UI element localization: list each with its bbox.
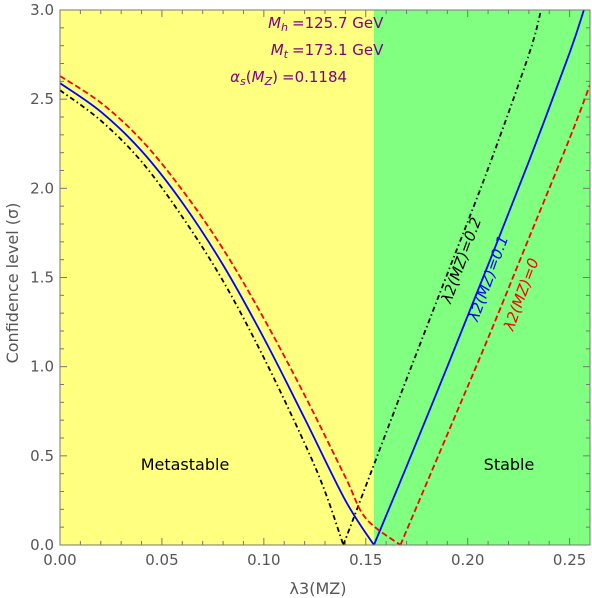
tick-labels: 0.00 0.05 0.10 0.15 0.20 0.25 0.0 0.5 1.0 1.5 2.0 2… bbox=[30, 1, 586, 569]
x-axis-title: λ3(MZ) bbox=[290, 579, 347, 598]
x-tick-label: 0.05 bbox=[145, 551, 178, 569]
x-tick-label: 0.15 bbox=[349, 551, 382, 569]
alphas-value: 0.1184 bbox=[295, 68, 348, 86]
y-tick-label: 3.0 bbox=[30, 1, 54, 19]
region-metastable bbox=[60, 10, 374, 545]
y-axis-title: Confidence level (σ) bbox=[3, 203, 22, 364]
region-stable bbox=[373, 10, 590, 545]
y-tick-label: 2.5 bbox=[30, 90, 54, 108]
y-tick-label: 0.5 bbox=[30, 447, 54, 465]
parameter-box: Mh =125.7 GeV Mt =173.1 GeV αs(MZ) =0.11… bbox=[230, 14, 384, 88]
region-backgrounds bbox=[60, 10, 590, 545]
series-line-1 bbox=[60, 10, 542, 545]
alphas-value-text: =0.1184 bbox=[282, 68, 347, 86]
axis-ticks bbox=[59, 9, 590, 546]
x-tick-label: 0.10 bbox=[247, 551, 280, 569]
stable-label: Stable bbox=[484, 455, 535, 474]
x-tick-label: 0.00 bbox=[43, 551, 76, 569]
y-tick-label: 1.0 bbox=[30, 358, 54, 376]
metastable-label: Metastable bbox=[141, 455, 230, 474]
mt-value-text: =173.1 GeV bbox=[292, 41, 384, 59]
y-tick-label: 2.0 bbox=[30, 179, 54, 197]
mt-value: 173.1 GeV bbox=[305, 41, 385, 59]
alphas-label: αs(MZ) bbox=[230, 68, 278, 88]
series-line-3 bbox=[60, 75, 590, 545]
mh-value-text: =125.7 GeV bbox=[292, 14, 384, 32]
series-line-2 bbox=[60, 10, 585, 545]
mh-value: 125.7 GeV bbox=[305, 14, 385, 32]
y-tick-label: 0.0 bbox=[30, 536, 54, 554]
x-tick-label: 0.25 bbox=[553, 551, 586, 569]
curves bbox=[60, 10, 590, 545]
y-tick-label: 1.5 bbox=[30, 269, 54, 287]
x-tick-label: 0.20 bbox=[451, 551, 484, 569]
